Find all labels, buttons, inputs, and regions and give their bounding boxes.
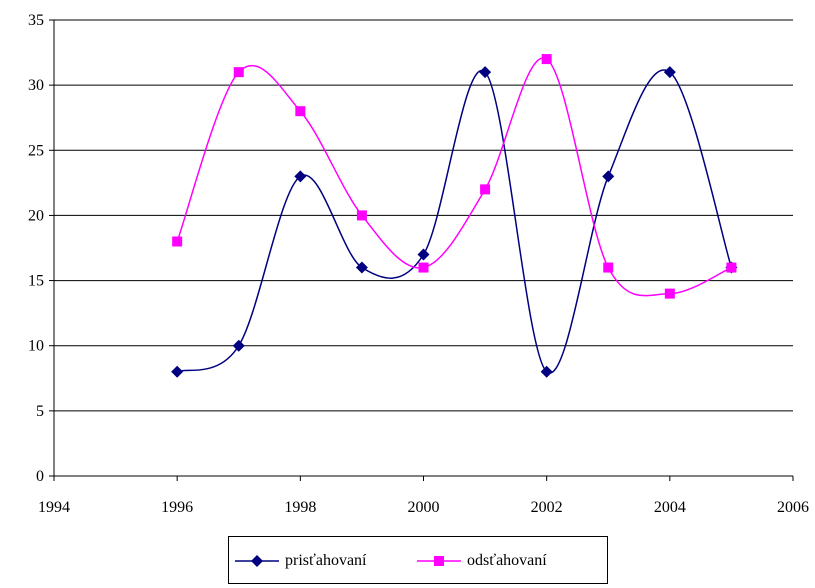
y-tick-label: 35: [28, 12, 44, 29]
x-tick-label: 2000: [408, 499, 440, 516]
legend-item-series-2: odsťahovaní: [415, 537, 547, 585]
data-point-square: [172, 236, 183, 247]
legend-label: prisťahovaní: [285, 552, 367, 569]
legend-marker-diamond: [251, 555, 263, 567]
y-tick-label: 0: [36, 468, 44, 485]
data-point-diamond: [540, 365, 553, 378]
y-tick-label: 10: [28, 338, 44, 355]
x-tick-label: 2006: [777, 499, 809, 516]
x-tick-label: 1998: [284, 499, 316, 516]
series-line-1: [176, 69, 733, 374]
legend-marker-square: [434, 556, 444, 566]
x-tick-label: 2002: [531, 499, 563, 516]
data-point-square: [233, 67, 244, 78]
data-point-square: [356, 210, 367, 221]
data-point-diamond: [171, 365, 184, 378]
y-tick-label: 15: [28, 273, 44, 290]
y-tick-label: 25: [28, 142, 44, 159]
y-tick-label: 5: [36, 403, 44, 420]
data-point-square: [726, 262, 737, 273]
data-point-square: [664, 288, 675, 299]
x-tick-label: 1994: [38, 499, 70, 516]
data-point-diamond: [294, 170, 307, 183]
legend-item-series-1: prisťahovaní: [233, 537, 366, 585]
data-point-diamond: [663, 66, 676, 79]
x-tick-label: 2004: [654, 499, 686, 516]
data-point-square: [603, 262, 614, 273]
data-point-square: [480, 184, 491, 195]
data-point-diamond: [355, 261, 368, 274]
legend-swatch-square: [417, 556, 461, 566]
data-point-diamond: [417, 248, 430, 261]
legend-swatch-diamond: [235, 555, 279, 567]
data-point-square: [418, 262, 429, 273]
gridlines: [54, 19, 793, 412]
data-points: [171, 54, 738, 378]
x-tick-label: 1996: [161, 499, 193, 516]
tick-labels: 0 5 10 15 20 25 30 35 1994 1996 1998 2000 2002 2004 20…: [28, 12, 809, 516]
data-point-square: [541, 54, 552, 65]
data-point-diamond: [479, 66, 492, 79]
data-point-square: [295, 106, 306, 117]
series-line-2: [176, 57, 732, 297]
legend-label: odsťahovaní: [467, 552, 547, 569]
axes: [49, 19, 794, 481]
y-tick-label: 30: [28, 77, 44, 94]
line-chart: 0 5 10 15 20 25 30 35 1994 1996 1998 2000 2002 2004 20…: [28, 12, 809, 516]
y-tick-label: 20: [28, 207, 44, 224]
data-point-diamond: [602, 170, 615, 183]
data-point-diamond: [232, 339, 245, 352]
legend: prisťahovaní odsťahovaní: [228, 536, 608, 584]
